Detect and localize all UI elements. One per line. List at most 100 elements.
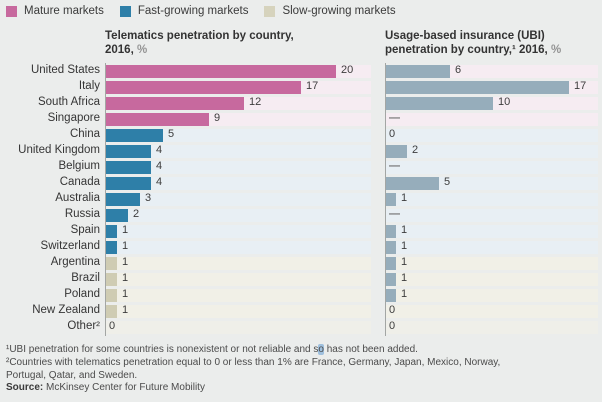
chart-row: Argentina 1 1 [0, 255, 602, 271]
footnote-2: ²Countries with telematics penetration e… [6, 356, 501, 368]
category-label: United Kingdom [18, 144, 100, 156]
telematics-value-label: 1 [122, 288, 129, 300]
legend-item-slow-growing: Slow-growing markets [264, 5, 396, 17]
chart-row: Belgium 4 — [0, 159, 602, 175]
ubi-bar-track [385, 112, 598, 126]
ubi-bar [385, 224, 396, 238]
category-label: Poland [64, 288, 100, 300]
source-label: Source: [6, 382, 44, 394]
category-label: Singapore [47, 112, 100, 124]
left-chart-unit: % [136, 44, 148, 56]
ubi-value-label: — [389, 112, 400, 124]
telematics-bar-track [105, 192, 371, 206]
telematics-bar-track [105, 128, 371, 142]
category-label: Other² [67, 320, 100, 332]
chart-row: Russia 2 — [0, 207, 602, 223]
telematics-value-label: 3 [145, 192, 152, 204]
highlighted-character: o [318, 344, 324, 355]
right-chart-axis-line [385, 63, 386, 336]
telematics-bar-track [105, 256, 371, 270]
ubi-bar-track [385, 288, 598, 302]
telematics-value-label: 1 [122, 272, 129, 284]
chart-row: Spain 1 1 [0, 223, 602, 239]
telematics-value-label: 1 [122, 256, 129, 268]
telematics-bar [105, 96, 244, 110]
ubi-bar [385, 256, 396, 270]
ubi-bar [385, 240, 396, 254]
ubi-bar-track [385, 224, 598, 238]
category-label: Argentina [50, 256, 100, 268]
chart-row: United Kingdom 4 2 [0, 143, 602, 159]
telematics-bar-track [105, 224, 371, 238]
chart-row: Other² 0 0 [0, 319, 602, 335]
ubi-value-label: 0 [389, 128, 396, 140]
chart-row: Switzerland 1 1 [0, 239, 602, 255]
ubi-bar-track [385, 320, 598, 334]
ubi-bar [385, 96, 493, 110]
chart-row: Australia 3 1 [0, 191, 602, 207]
legend-item-mature: Mature markets [6, 5, 104, 17]
ubi-value-label: 2 [412, 144, 419, 156]
telematics-bar [105, 144, 151, 158]
ubi-value-label: 6 [455, 64, 462, 76]
telematics-value-label: 17 [306, 80, 319, 92]
telematics-value-label: 2 [133, 208, 140, 220]
legend-label: Fast-growing markets [137, 5, 249, 17]
chart-row: Singapore 9 — [0, 111, 602, 127]
category-label: China [69, 128, 100, 140]
left-chart-title-line1: Telematics penetration by country, [105, 30, 294, 42]
telematics-bar-track [105, 176, 371, 190]
telematics-bar-track [105, 160, 371, 174]
category-label: Brazil [71, 272, 100, 284]
ubi-bar [385, 192, 396, 206]
category-label: Russia [64, 208, 100, 220]
ubi-value-label: 1 [401, 256, 408, 268]
telematics-bar [105, 240, 117, 254]
legend-label: Mature markets [24, 5, 104, 17]
telematics-bar-track [105, 208, 371, 222]
telematics-value-label: 5 [168, 128, 175, 140]
ubi-value-label: — [389, 160, 400, 172]
telematics-bar-track [105, 240, 371, 254]
telematics-bar-track [105, 320, 371, 334]
right-chart-title-line2: penetration by country,¹ 2016, % [385, 44, 562, 56]
ubi-value-label: 1 [401, 192, 408, 204]
chart-row: United States 20 6 [0, 63, 602, 79]
ubi-value-label: 1 [401, 240, 408, 252]
ubi-bar [385, 288, 396, 302]
chart-row: China 5 0 [0, 127, 602, 143]
legend-item-fast-growing: Fast-growing markets [119, 5, 249, 17]
telematics-bar [105, 256, 117, 270]
telematics-bar [105, 272, 117, 286]
right-chart-title: Usage-based insurance (UBI) penetration … [385, 29, 599, 57]
legend: Mature markets Fast-growing markets Slow… [6, 5, 412, 17]
category-label: New Zealand [32, 304, 100, 316]
telematics-bar [105, 160, 151, 174]
telematics-bar [105, 112, 209, 126]
ubi-bar-track [385, 240, 598, 254]
telematics-bar [105, 80, 301, 94]
ubi-bar-track [385, 304, 598, 318]
telematics-bar-track [105, 144, 371, 158]
ubi-value-label: 5 [444, 176, 451, 188]
chart-row: New Zealand 1 0 [0, 303, 602, 319]
bar-chart-rows: United States 20 6 Italy 17 17 South Africa 12 1… [0, 63, 602, 336]
ubi-bar-track [385, 128, 598, 142]
category-label: Canada [59, 176, 100, 188]
telematics-bar-track [105, 272, 371, 286]
telematics-bar [105, 176, 151, 190]
right-chart-unit: % [550, 44, 562, 56]
ubi-value-label: 1 [401, 272, 408, 284]
category-label: South Africa [37, 96, 100, 108]
telematics-bar [105, 288, 117, 302]
footnote-1: ¹UBI penetration for some countries is n… [6, 344, 418, 355]
telematics-bar [105, 128, 163, 142]
telematics-value-label: 0 [109, 320, 116, 332]
left-chart-title: Telematics penetration by country, 2016,… [105, 29, 355, 57]
chart-row: South Africa 12 10 [0, 95, 602, 111]
telematics-value-label: 9 [214, 112, 221, 124]
telematics-value-label: 12 [249, 96, 262, 108]
telematics-value-label: 1 [122, 224, 129, 236]
category-label: Australia [55, 192, 100, 204]
chart-row: Brazil 1 1 [0, 271, 602, 287]
